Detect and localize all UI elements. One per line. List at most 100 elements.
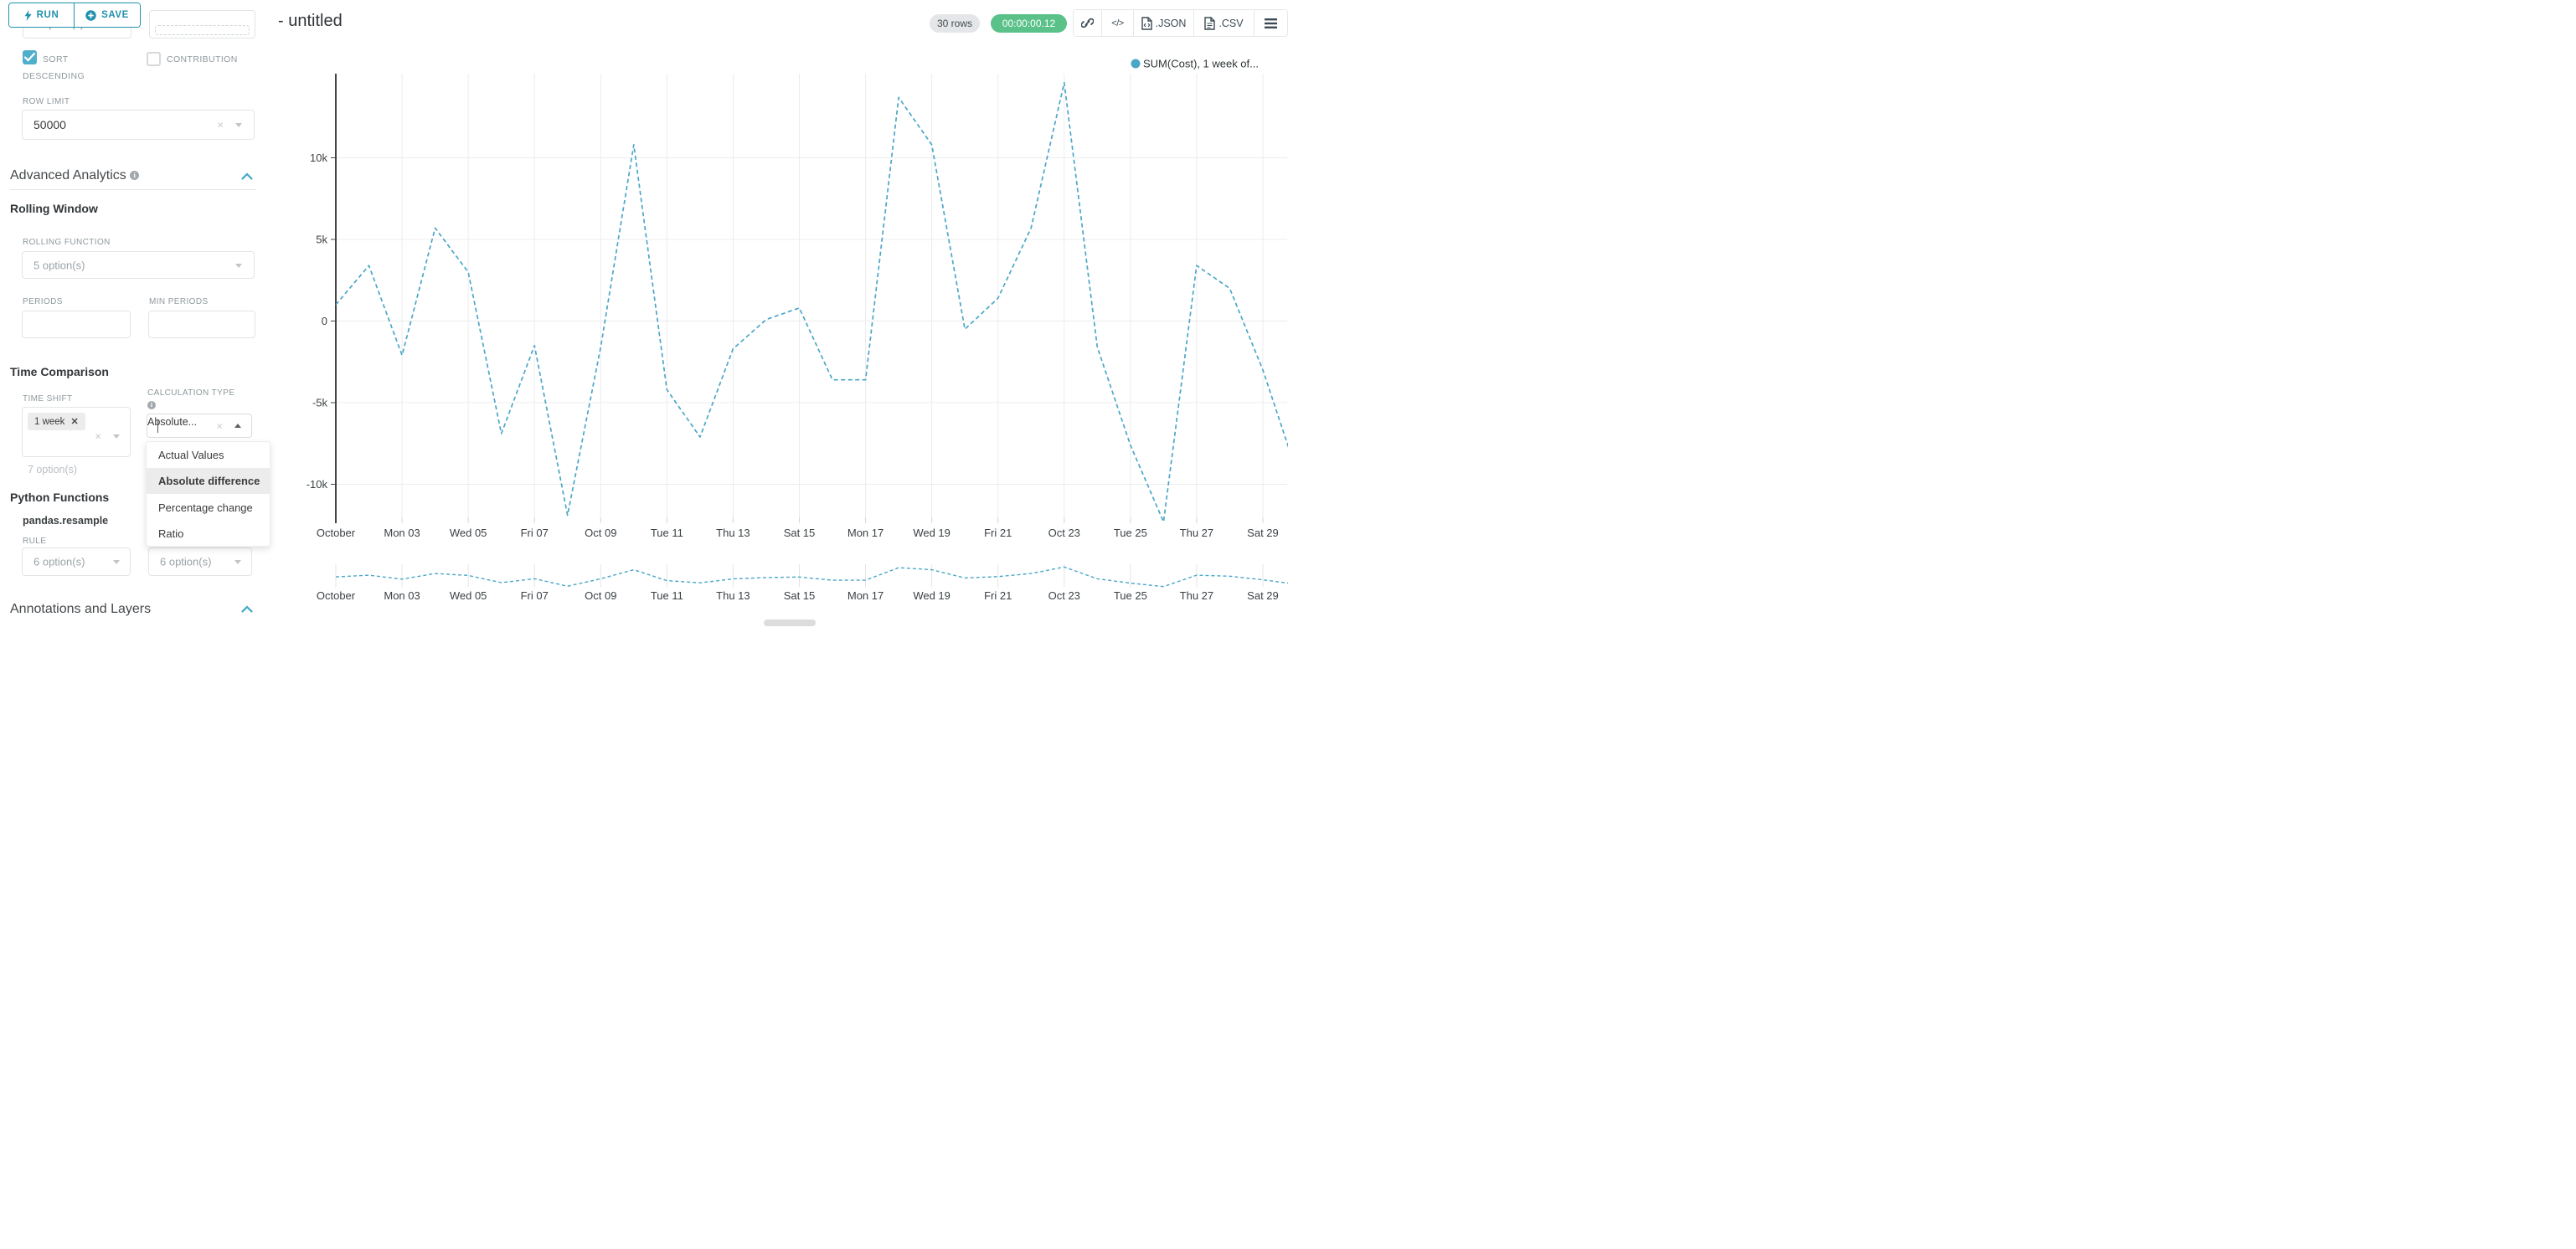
preview-x-label: Sat 29	[1247, 589, 1279, 602]
text-cursor	[157, 420, 158, 433]
lightning-icon	[24, 9, 32, 21]
chevron-down-icon[interactable]	[113, 434, 120, 439]
x-axis-label: Oct 23	[1048, 527, 1080, 539]
menu-item-ratio[interactable]: Ratio	[158, 527, 184, 540]
series-line	[335, 81, 1288, 523]
y-axis-label: 10k	[310, 152, 327, 164]
rolling-function-select[interactable]: 5 option(s)	[22, 251, 255, 279]
partial-drop-target[interactable]	[149, 10, 255, 39]
preview-x-label: Thu 13	[716, 589, 750, 602]
run-save-button-group: RUN SAVE	[8, 3, 141, 28]
advanced-analytics-title: Advanced Analytics	[10, 168, 126, 182]
preview-x-label: Mon 03	[384, 589, 420, 602]
collapse-chevron-up-icon[interactable]	[241, 172, 253, 180]
time-shift-select[interactable]: 1 week ✕ ×	[22, 407, 131, 457]
y-axis-label: -5k	[312, 397, 328, 409]
menu-item-percentage-change[interactable]: Percentage change	[158, 501, 253, 514]
drop-placeholder	[155, 25, 250, 35]
pandas-resample-label: pandas.resample	[23, 515, 109, 527]
preview-x-label: Fri 21	[984, 589, 1012, 602]
preview-x-label: Wed 19	[913, 589, 951, 602]
chevron-up-icon[interactable]	[234, 423, 241, 428]
time-comparison-title: Time Comparison	[10, 365, 109, 378]
csv-button-label: .CSV	[1218, 17, 1244, 29]
legend-label[interactable]: SUM(Cost), 1 week of...	[1143, 58, 1259, 70]
sort-descending-label-wrap: SORT DESCENDING	[23, 51, 123, 85]
share-link-button[interactable]	[1074, 10, 1102, 36]
rolling-function-label: ROLLING FUNCTION	[23, 238, 111, 247]
rule-select-secondary[interactable]: 6 option(s)	[148, 547, 252, 576]
y-axis-label: 0	[322, 315, 327, 327]
link-icon	[1081, 18, 1094, 28]
export-toolbar: </> .JSON .CSV	[1073, 9, 1288, 37]
info-icon[interactable]: i	[130, 171, 140, 181]
time-shift-tag-label: 1 week	[34, 416, 65, 427]
chevron-down-icon[interactable]	[234, 560, 241, 564]
menu-item-actual-values[interactable]: Actual Values	[158, 449, 224, 461]
x-axis-label: Fri 21	[984, 527, 1012, 539]
contribution-checkbox[interactable]	[147, 52, 161, 66]
calculation-type-value: Absolute...	[147, 416, 198, 428]
file-code-icon	[1141, 16, 1152, 30]
annotations-layers-title: Annotations and Layers	[10, 602, 152, 616]
x-axis-label: Sat 15	[784, 527, 816, 539]
x-axis-label: Mon 17	[848, 527, 884, 539]
rule-select[interactable]: 6 option(s)	[22, 547, 131, 576]
legend-dot[interactable]	[1131, 59, 1141, 69]
min-periods-input[interactable]	[148, 311, 255, 338]
chart-header: - untitled 30 rows 00:00:00.12 </>	[266, 0, 1288, 50]
explore-page: 10k 5k 0 -5k -10k October October Mon 03 Mon 03 W…	[0, 0, 1288, 626]
min-periods-label: MIN PERIODS	[149, 297, 209, 306]
rule-value: 6 option(s)	[33, 555, 85, 568]
view-query-button[interactable]: </>	[1102, 10, 1134, 36]
info-icon[interactable]: i	[147, 401, 156, 409]
row-limit-select[interactable]: 50000 ×	[22, 110, 255, 140]
preview-x-label: Sat 15	[784, 589, 816, 602]
y-axis-label: -10k	[307, 478, 328, 491]
python-functions-title: Python Functions	[10, 491, 110, 504]
x-axis-label: Fri 07	[521, 527, 549, 539]
calculation-type-select[interactable]: Absolute... ×	[147, 414, 252, 438]
time-shift-tag[interactable]: 1 week ✕	[28, 413, 85, 430]
chevron-down-icon[interactable]	[235, 123, 242, 127]
collapse-chevron-up-icon[interactable]	[241, 605, 253, 613]
rule-label: RULE	[23, 537, 47, 546]
chevron-down-icon[interactable]	[113, 560, 120, 564]
advanced-analytics-header[interactable]: Advanced Analytics i	[10, 168, 140, 183]
section-divider	[10, 189, 256, 190]
clear-icon[interactable]: ×	[216, 419, 223, 432]
more-options-button[interactable]	[1255, 10, 1287, 36]
x-axis-label: Thu 27	[1180, 527, 1213, 539]
horizontal-scrollbar-thumb[interactable]	[764, 619, 816, 626]
remove-tag-icon[interactable]: ✕	[70, 417, 79, 427]
export-csv-button[interactable]: .CSV	[1194, 10, 1255, 36]
save-button[interactable]: SAVE	[75, 3, 140, 27]
clear-icon[interactable]: ×	[217, 118, 224, 131]
x-axis-label: Wed 05	[450, 527, 487, 539]
rows-badge[interactable]: 30 rows	[930, 14, 980, 33]
run-button[interactable]: RUN	[9, 3, 75, 27]
export-json-button[interactable]: .JSON	[1134, 10, 1194, 36]
sort-descending-checkbox[interactable]	[23, 50, 37, 64]
check-icon	[24, 53, 35, 62]
timeseries-chart: 10k 5k 0 -5k -10k October October Mon 03 Mon 03 W…	[307, 58, 1288, 602]
clear-icon[interactable]: ×	[95, 429, 101, 443]
x-axis-label: October	[317, 527, 356, 539]
file-lines-icon	[1204, 16, 1216, 30]
x-axis-label: Sat 29	[1247, 527, 1279, 539]
row-limit-label: ROW LIMIT	[23, 97, 70, 106]
menu-item-absolute-difference[interactable]: Absolute difference	[147, 468, 270, 494]
x-axis-label: Thu 13	[716, 527, 750, 539]
time-shift-label: TIME SHIFT	[23, 394, 73, 403]
rolling-function-value: 5 option(s)	[33, 259, 85, 271]
y-axis-label: 5k	[316, 234, 327, 246]
preview-x-label: Fri 07	[521, 589, 549, 602]
periods-input[interactable]	[22, 311, 131, 338]
sort-descending-label: SORT DESCENDING	[23, 54, 85, 81]
x-axis-label: Wed 19	[913, 527, 951, 539]
preview-x-label: Thu 27	[1180, 589, 1213, 602]
rule-value-secondary: 6 option(s)	[160, 555, 212, 568]
timer-badge: 00:00:00.12	[991, 14, 1067, 33]
chevron-down-icon[interactable]	[235, 263, 242, 268]
save-button-label: SAVE	[101, 10, 129, 20]
